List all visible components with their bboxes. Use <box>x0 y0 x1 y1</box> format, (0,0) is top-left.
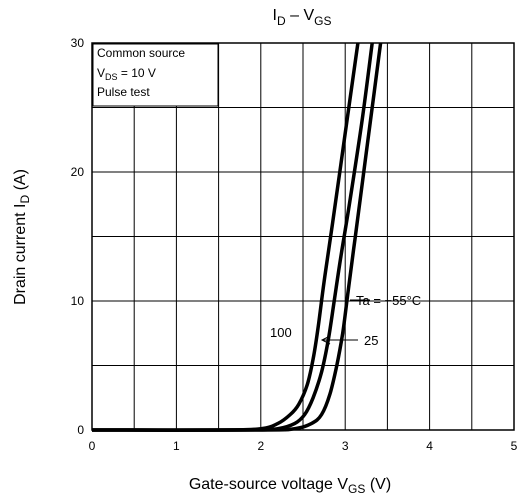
label-25-annotation: 25 <box>320 333 378 348</box>
label-25: 25 <box>364 333 378 348</box>
x-tick-label: 1 <box>173 439 180 453</box>
chart-title: ID – VGS <box>273 7 332 28</box>
title-sub-d: D <box>277 14 286 28</box>
label-100: 100 <box>270 325 292 340</box>
x-tick-label: 2 <box>257 439 264 453</box>
x-tick-label: 3 <box>342 439 349 453</box>
y-axis-label: Drain current ID (A) <box>12 169 32 305</box>
ta-label: Ta = −55°C <box>356 293 421 308</box>
conditions-box: Common source VDS = 10 V Pulse test <box>92 43 219 107</box>
x-tick-label: 4 <box>426 439 433 453</box>
ta-annotation: Ta = −55°C <box>350 293 421 308</box>
condition-pulse-test: Pulse test <box>97 85 150 99</box>
y-tick-label: 20 <box>71 165 85 179</box>
series-curves <box>91 42 383 432</box>
y-tick-labels: 0 10 20 30 <box>71 36 85 437</box>
y-tick-label: 10 <box>71 294 85 308</box>
series-line-minus55 <box>91 42 383 432</box>
plot-frame <box>91 42 515 431</box>
y-tick-label: 0 <box>77 423 84 437</box>
x-tick-labels: 0 1 2 3 4 5 <box>89 439 518 453</box>
condition-vds: VDS = 10 V <box>97 66 156 82</box>
x-tick-label: 0 <box>89 439 96 453</box>
y-tick-label: 30 <box>71 36 85 50</box>
x-axis-label: Gate-source voltage VGS (V) <box>189 476 391 496</box>
x-tick-label: 5 <box>511 439 518 453</box>
condition-common-source: Common source <box>97 46 185 60</box>
